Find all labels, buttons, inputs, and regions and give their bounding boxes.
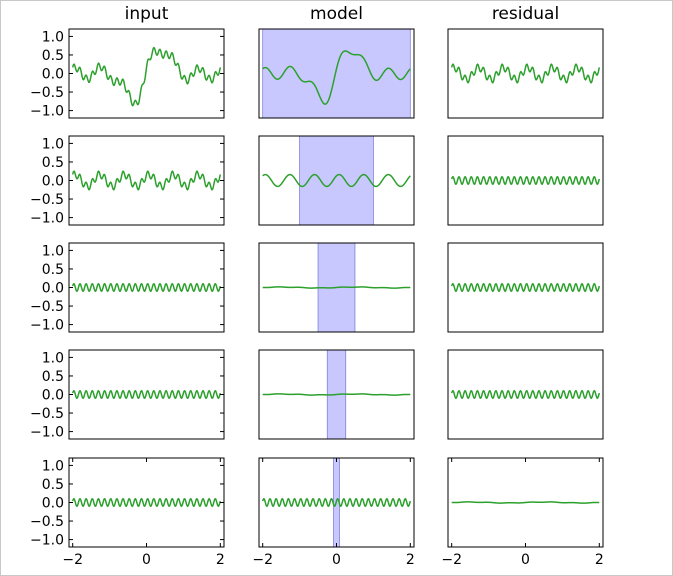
y-tick-label: −1.0	[30, 425, 64, 441]
panel-model-row-5: −2 0 2	[252, 457, 415, 568]
panel-input-row-5: 1.0 0.5 0.0 −0.5 −1.0 −2 0 2	[30, 457, 225, 568]
axes-frame	[447, 349, 604, 440]
series-line-residual	[450, 389, 601, 400]
panel-residual-row-1	[447, 28, 604, 119]
series-line-model	[262, 173, 411, 188]
axes-frame	[447, 242, 604, 333]
y-tick-label: −1.0	[30, 211, 64, 227]
y-tick-label: 0.0	[42, 388, 64, 404]
y-tick-label: 0.5	[42, 369, 64, 385]
y-tick-label: 0.0	[42, 496, 64, 512]
x-tick-label: 2	[216, 552, 225, 568]
x-tick-label: 0	[142, 552, 151, 568]
series-line-residual	[450, 282, 601, 293]
y-tick-label: −0.5	[30, 85, 64, 101]
x-tick-label: −2	[441, 552, 462, 568]
panel-model-row-4	[258, 349, 415, 440]
x-tick-label: 0	[332, 552, 341, 568]
panel-input-row-4: 1.0 0.5 0.0 −0.5 −1.0	[30, 349, 225, 441]
y-tick-label: −0.5	[30, 192, 64, 208]
x-tick-label: −2	[62, 552, 83, 568]
y-tick-label: 1.0	[42, 136, 64, 152]
panel-residual-row-5: −2 0 2	[441, 457, 604, 568]
x-tick-label: 2	[595, 552, 604, 568]
axes-frame	[447, 135, 604, 226]
y-tick-label: −0.5	[30, 299, 64, 315]
series-line-input	[71, 170, 222, 191]
x-tick-label: −2	[252, 552, 273, 568]
series-line-residual	[450, 63, 601, 84]
y-tick-label: 0.5	[42, 477, 64, 493]
y-tick-label: 1.0	[42, 458, 64, 474]
column-title-input: input	[125, 4, 169, 24]
y-tick-label: 1.0	[42, 243, 64, 259]
y-tick-label: 0.0	[42, 281, 64, 297]
axes-frame	[258, 135, 415, 226]
panel-model-row-2	[258, 135, 415, 226]
panel-residual-row-3	[447, 242, 604, 333]
y-tick-label: 0.0	[42, 174, 64, 190]
y-tick-label: −1.0	[30, 104, 64, 120]
y-tick-label: −0.5	[30, 514, 64, 530]
x-tick-label: 2	[406, 552, 415, 568]
axes-frame	[447, 28, 604, 119]
series-line-model	[261, 497, 412, 508]
y-tick-label: 1.0	[42, 350, 64, 366]
y-tick-label: −0.5	[30, 406, 64, 422]
y-tick-label: −1.0	[30, 318, 64, 334]
series-line-model	[262, 393, 411, 396]
x-tick-label: 0	[521, 552, 530, 568]
y-tick-label: 1.0	[42, 29, 64, 45]
series-line-model	[262, 50, 411, 105]
series-line-input	[71, 497, 222, 508]
y-tick-label: 0.5	[42, 262, 64, 278]
y-tick-label: −1.0	[30, 533, 64, 549]
panel-residual-row-4	[447, 349, 604, 440]
series-line-residual	[451, 501, 600, 504]
column-title-model: model	[310, 4, 363, 24]
series-line-input	[71, 46, 222, 107]
y-tick-label: 0.5	[42, 48, 64, 64]
column-title-residual: residual	[492, 4, 559, 24]
series-line-input	[71, 282, 222, 293]
y-tick-label: 0.0	[42, 67, 64, 83]
panel-input-row-3: 1.0 0.5 0.0 −0.5 −1.0	[30, 242, 225, 334]
panel-input-row-2: 1.0 0.5 0.0 −0.5 −1.0	[30, 135, 225, 227]
panel-input-row-1: 1.0 0.5 0.0 −0.5 −1.0	[30, 28, 225, 120]
series-line-residual	[450, 175, 601, 186]
panel-model-row-1	[258, 28, 415, 119]
model-band	[299, 135, 374, 226]
axes-frame	[258, 349, 415, 440]
series-line-model	[262, 286, 411, 289]
axes-frame	[258, 242, 415, 333]
y-tick-label: 0.5	[42, 155, 64, 171]
panel-model-row-3	[258, 242, 415, 333]
model-band	[262, 28, 411, 119]
panel-residual-row-2	[447, 135, 604, 226]
axes-frame	[258, 28, 415, 119]
series-line-input	[71, 389, 222, 400]
